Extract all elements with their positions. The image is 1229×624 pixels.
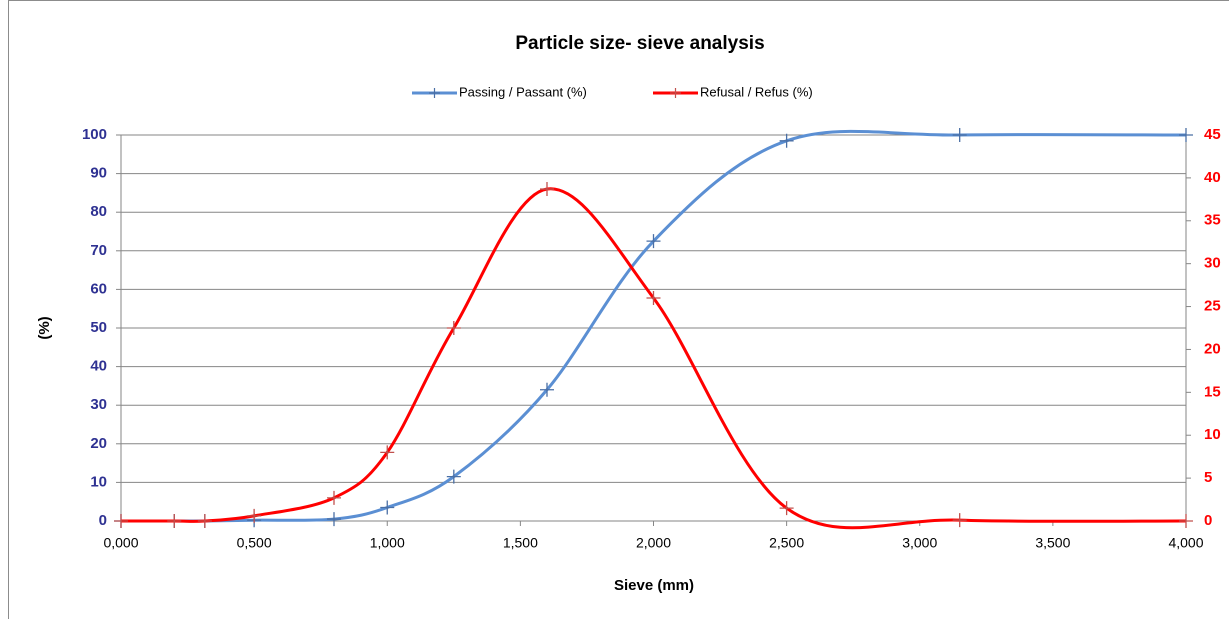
y-tick-label: 50 — [90, 319, 107, 336]
y-tick-label: 70 — [90, 242, 107, 259]
chart-title: Particle size- sieve analysis — [515, 33, 764, 54]
y-tick-label: 40 — [90, 358, 107, 375]
y-tick-label: 80 — [90, 203, 107, 220]
y-tick-label: 100 — [82, 126, 107, 143]
y-tick-label: 30 — [90, 396, 107, 413]
y2-tick-label: 40 — [1204, 169, 1221, 186]
y-axis-label: (%) — [36, 316, 53, 339]
x-tick-label: 0,000 — [103, 535, 138, 551]
y2-tick-label: 20 — [1204, 340, 1221, 357]
legend-label: Passing / Passant (%) — [459, 84, 587, 99]
y2-tick-label: 35 — [1204, 212, 1221, 229]
x-tick-label: 2,000 — [636, 535, 671, 551]
x-tick-label: 1,500 — [503, 535, 538, 551]
legend-label: Refusal / Refus (%) — [700, 84, 813, 99]
x-tick-label: 3,000 — [902, 535, 937, 551]
y2-tick-label: 15 — [1204, 383, 1221, 400]
y2-tick-label: 5 — [1204, 469, 1212, 486]
x-tick-label: 4,000 — [1168, 535, 1203, 551]
y-tick-label: 90 — [90, 165, 107, 182]
y-tick-label: 10 — [90, 473, 107, 490]
x-tick-label: 1,000 — [370, 535, 405, 551]
y2-tick-label: 30 — [1204, 255, 1221, 272]
chart-frame — [9, 1, 1229, 620]
x-tick-label: 2,500 — [769, 535, 804, 551]
y-tick-label: 0 — [99, 512, 107, 529]
x-tick-label: 3,500 — [1035, 535, 1070, 551]
y-tick-label: 20 — [90, 435, 107, 452]
y2-tick-label: 25 — [1204, 298, 1221, 315]
y2-tick-label: 45 — [1204, 126, 1221, 143]
x-tick-label: 0,500 — [237, 535, 272, 551]
y2-tick-label: 10 — [1204, 426, 1221, 443]
y-tick-label: 60 — [90, 280, 107, 297]
x-axis-label: Sieve (mm) — [614, 577, 694, 594]
y2-tick-label: 0 — [1204, 512, 1212, 529]
